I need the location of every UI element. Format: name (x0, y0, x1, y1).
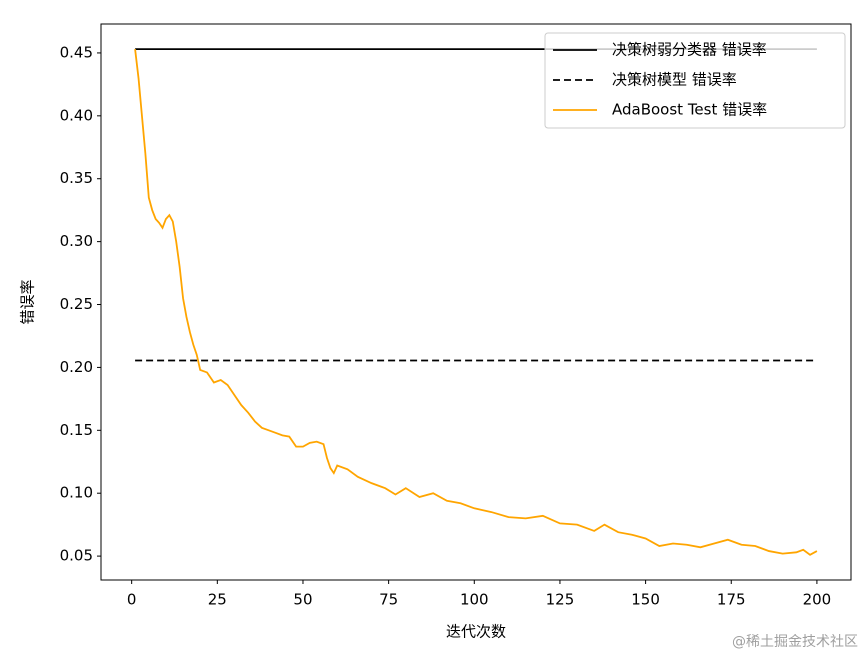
x-tick-label: 150 (631, 591, 660, 609)
x-tick-label: 0 (127, 591, 137, 609)
x-tick-label: 50 (293, 591, 312, 609)
x-tick-label: 125 (546, 591, 575, 609)
legend-label: AdaBoost Test 错误率 (612, 101, 767, 119)
legend-label: 决策树模型 错误率 (612, 71, 737, 89)
line-series (134, 49, 818, 556)
watermark: @稀土掘金技术社区 (732, 634, 858, 650)
y-tick-label: 0.40 (60, 106, 93, 124)
x-tick-label: 100 (460, 591, 489, 609)
y-tick-label: 0.10 (60, 484, 93, 502)
y-axis-label: 错误率 (19, 279, 37, 324)
x-tick-label: 200 (803, 591, 832, 609)
x-tick-label: 25 (208, 591, 227, 609)
plot-frame (100, 23, 852, 581)
legend-label: 决策树弱分类器 错误率 (612, 41, 767, 59)
legend-box (544, 32, 846, 129)
y-tick-label: 0.35 (60, 169, 93, 187)
y-tick-label: 0.30 (60, 232, 93, 250)
x-tick-label: 175 (717, 591, 746, 609)
y-tick-label: 0.05 (60, 547, 93, 565)
y-tick-label: 0.45 (60, 43, 93, 61)
y-tick-label: 0.20 (60, 358, 93, 376)
y-tick-label: 0.15 (60, 421, 93, 439)
y-tick-label: 0.25 (60, 295, 93, 313)
x-axis-label: 迭代次数 (446, 623, 506, 641)
x-tick-label: 75 (379, 591, 398, 609)
